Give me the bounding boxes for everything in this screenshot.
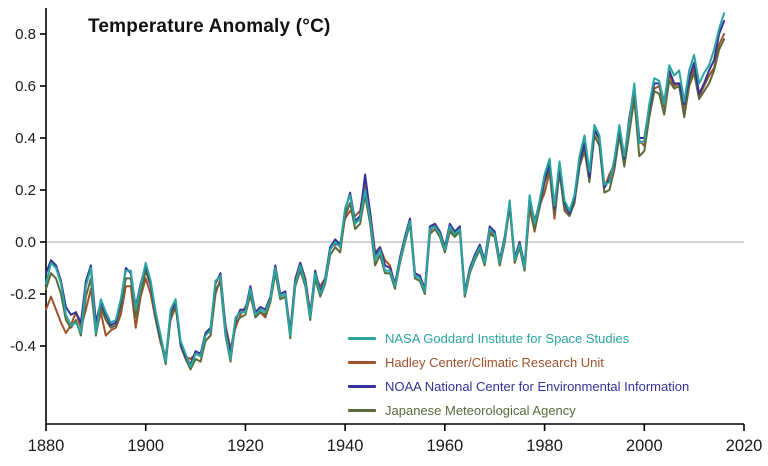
y-tick-label: 0.0	[15, 234, 36, 251]
legend-label-jma: Japanese Meteorological Agency	[385, 403, 576, 418]
x-tick-label: 1980	[526, 437, 563, 455]
series-line-hadley-cru	[45, 33, 726, 360]
x-tick-label: 1900	[127, 437, 164, 455]
x-tick-label: 1960	[426, 437, 463, 455]
chart-title: Temperature Anomaly (°C)	[88, 16, 331, 37]
y-tick-label: 0.2	[15, 182, 36, 199]
legend-line-swatch-hadley	[348, 361, 376, 364]
legend-item-nasa-giss: NASA Goddard Institute for Space Studies	[348, 330, 689, 347]
y-tick-label: -0.4	[10, 338, 36, 355]
x-tick-label: 1940	[327, 437, 364, 455]
legend-item-jma: Japanese Meteorological Agency	[348, 402, 689, 419]
legend-item-noaa-ncei: NOAA National Center for Environmental I…	[348, 378, 689, 395]
legend: NASA Goddard Institute for Space Studies…	[348, 330, 689, 419]
legend-label-noaa: NOAA National Center for Environmental I…	[385, 379, 690, 394]
legend-line-swatch-jma	[348, 409, 376, 412]
x-tick-label: 2000	[626, 437, 663, 455]
y-tick-label: 0.4	[15, 130, 36, 147]
legend-label-nasa: NASA Goddard Institute for Space Studies	[385, 331, 630, 346]
legend-line-swatch-nasa	[348, 337, 376, 340]
series-line-jma	[45, 38, 726, 371]
x-tick-label: 2020	[726, 437, 763, 455]
x-tick-label: 1880	[28, 437, 65, 455]
y-tick-label: -0.2	[10, 286, 36, 303]
y-tick-label: 0.8	[15, 26, 36, 43]
legend-item-hadley-cru: Hadley Center/Climatic Research Unit	[348, 354, 689, 371]
legend-label-hadley: Hadley Center/Climatic Research Unit	[385, 355, 604, 370]
series-line-nasa-giss	[45, 12, 726, 368]
x-tick-label: 1920	[227, 437, 264, 455]
legend-line-swatch-noaa	[348, 385, 376, 388]
y-tick-label: 0.6	[15, 78, 36, 95]
series-line-noaa-ncei	[45, 20, 726, 366]
